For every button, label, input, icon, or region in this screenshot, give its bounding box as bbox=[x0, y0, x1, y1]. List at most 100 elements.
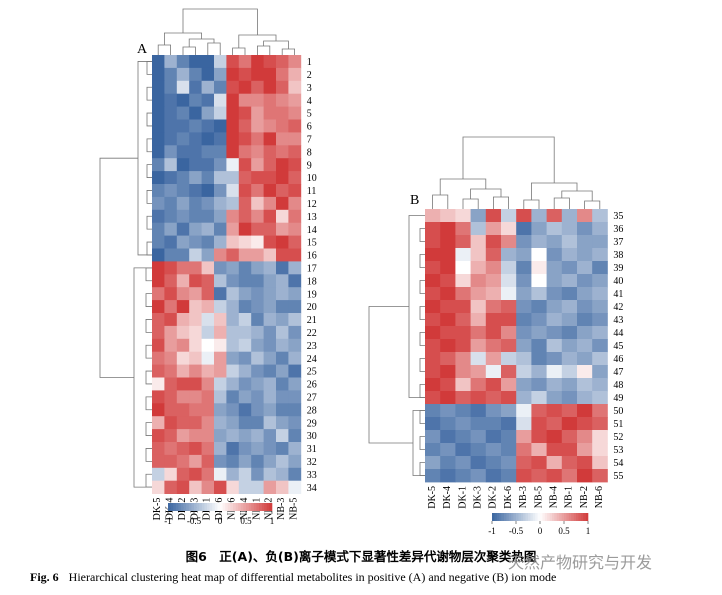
panel-label: B bbox=[410, 193, 419, 208]
heatmap-cell bbox=[531, 235, 547, 249]
heatmap-cell bbox=[288, 261, 302, 275]
heatmap-cell bbox=[470, 443, 487, 457]
heatmap-cell bbox=[455, 443, 471, 457]
heatmap-cell bbox=[164, 55, 178, 69]
heatmap-cell bbox=[251, 171, 264, 185]
heatmap-cell bbox=[176, 222, 190, 236]
legend-swatch bbox=[253, 503, 257, 511]
heatmap-cell bbox=[455, 287, 471, 301]
heatmap-cell bbox=[263, 67, 277, 82]
heatmap-cell bbox=[263, 467, 277, 482]
heatmap-cell bbox=[189, 390, 202, 404]
heatmap-cell bbox=[251, 119, 264, 133]
heatmap-cell bbox=[251, 184, 264, 198]
heatmap-cell bbox=[176, 442, 190, 456]
heatmap-cell bbox=[501, 365, 517, 379]
heatmap-cell bbox=[561, 443, 578, 457]
heatmap-cell bbox=[164, 119, 178, 133]
legend-swatch bbox=[532, 513, 536, 521]
heatmap-cell bbox=[455, 456, 471, 470]
heatmap-cell bbox=[531, 326, 547, 340]
heatmap-cell bbox=[263, 351, 277, 365]
heatmap-cell bbox=[577, 313, 593, 327]
heatmap-cell bbox=[516, 248, 532, 262]
heatmap-cell bbox=[425, 235, 441, 249]
heatmap-cell bbox=[226, 158, 240, 172]
heatmap-cell bbox=[201, 184, 215, 198]
heatmap-cell bbox=[263, 300, 277, 314]
heatmap-cell bbox=[214, 261, 227, 275]
legend-swatch bbox=[243, 503, 247, 511]
heatmap-cell bbox=[276, 364, 289, 378]
heatmap-cell bbox=[592, 378, 608, 392]
heatmap-cell bbox=[592, 469, 608, 483]
heatmap-cell bbox=[546, 274, 563, 288]
row-label: 53 bbox=[613, 445, 623, 456]
heatmap-cell bbox=[176, 338, 190, 353]
legend-swatch bbox=[583, 513, 586, 521]
heatmap-cell bbox=[288, 377, 302, 391]
heatmap-cell bbox=[485, 274, 502, 288]
row-label: 8 bbox=[307, 147, 312, 158]
heatmap-cell bbox=[263, 119, 277, 133]
heatmap-cell bbox=[485, 235, 502, 249]
heatmap-cell bbox=[288, 145, 302, 159]
heatmap-cell bbox=[152, 377, 165, 391]
heatmap-cell bbox=[577, 430, 593, 444]
heatmap-cell bbox=[263, 171, 277, 185]
legend-swatch bbox=[496, 513, 500, 521]
heatmap-cell bbox=[152, 222, 165, 236]
heatmap-cell bbox=[176, 106, 190, 120]
heatmap-cell bbox=[561, 365, 578, 379]
heatmap-cell bbox=[546, 339, 563, 353]
heatmap-cell bbox=[288, 248, 302, 262]
heatmap-cell bbox=[164, 274, 178, 288]
heatmap-cell bbox=[152, 80, 165, 95]
heatmap-cell bbox=[288, 171, 302, 185]
heatmap-cell bbox=[440, 404, 456, 418]
heatmap-cell bbox=[238, 196, 252, 211]
heatmap-cell bbox=[251, 80, 264, 95]
heatmap-cell bbox=[189, 377, 202, 391]
row-label: 32 bbox=[307, 457, 317, 468]
heatmap-cell bbox=[455, 365, 471, 379]
heatmap-cell bbox=[592, 365, 608, 379]
row-label: 43 bbox=[613, 315, 623, 326]
heatmap-cell bbox=[288, 274, 302, 288]
caption-english-label: Fig. 6 bbox=[30, 570, 59, 584]
heatmap-cell bbox=[577, 326, 593, 340]
heatmap-cell bbox=[201, 158, 215, 172]
legend-tick-label: 1 bbox=[270, 516, 275, 526]
heatmap-cell bbox=[238, 454, 252, 469]
heatmap-cell bbox=[251, 287, 264, 301]
legend-swatch bbox=[261, 503, 265, 511]
heatmap-cell bbox=[592, 300, 608, 314]
heatmap-cell bbox=[501, 274, 517, 288]
heatmap-cell bbox=[152, 287, 165, 301]
heatmap-cell bbox=[425, 261, 441, 275]
heatmap-cell bbox=[201, 416, 215, 430]
heatmap-cell bbox=[164, 93, 178, 107]
row-label: 52 bbox=[613, 432, 623, 443]
heatmap-cell bbox=[226, 184, 240, 198]
heatmap-cell bbox=[201, 480, 215, 494]
heatmap-cell bbox=[176, 480, 190, 494]
heatmap-cell bbox=[425, 391, 441, 405]
legend-tick-label: 0 bbox=[538, 526, 543, 536]
heatmap-cell bbox=[440, 274, 456, 288]
heatmap-cell bbox=[455, 274, 471, 288]
legend-swatch bbox=[537, 513, 541, 521]
heatmap-cell bbox=[201, 454, 215, 469]
row-label: 6 bbox=[307, 122, 312, 133]
heatmap-cell bbox=[189, 235, 202, 249]
heatmap-cell bbox=[288, 351, 302, 365]
heatmap-cell bbox=[561, 209, 578, 223]
heatmap-cell bbox=[470, 404, 487, 418]
legend-swatch bbox=[173, 503, 177, 511]
legend-swatch bbox=[573, 513, 577, 521]
heatmap-cell bbox=[425, 339, 441, 353]
heatmap-cell bbox=[531, 391, 547, 405]
heatmap-cell bbox=[238, 274, 252, 288]
caption-english: Fig. 6 Hierarchical clustering heat map o… bbox=[30, 570, 556, 585]
heatmap-cell bbox=[592, 261, 608, 275]
